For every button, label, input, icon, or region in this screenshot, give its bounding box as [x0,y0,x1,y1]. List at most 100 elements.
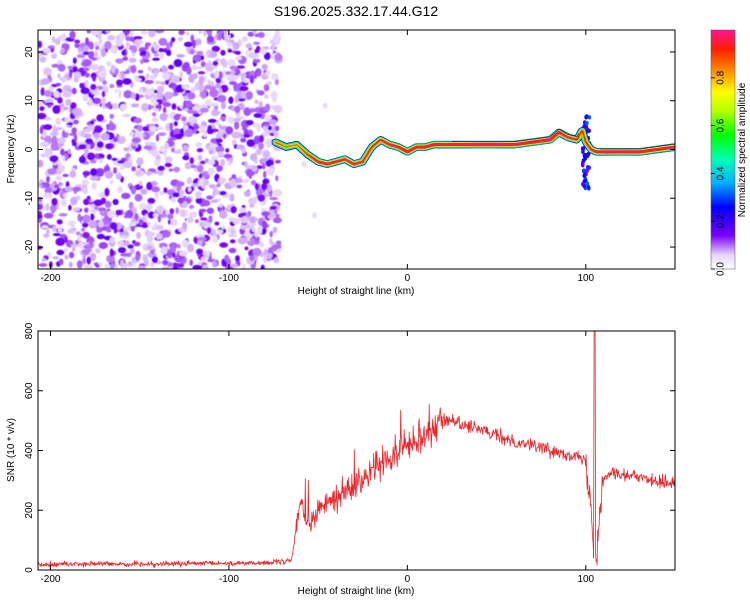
noise-blob [158,48,164,53]
noise-blob [199,76,205,82]
noise-blob [81,227,86,232]
noise-blob [233,42,240,50]
noise-blob [98,38,103,43]
noise-blob [83,207,89,213]
noise-blob [208,159,215,166]
noise-blob [97,207,107,212]
noise-blob [39,126,44,135]
noise-blob [44,102,54,106]
noise-blob [89,120,95,125]
noise-blob [236,144,245,150]
noise-blob [109,222,118,230]
noise-blob [268,119,278,125]
noise-blob [142,126,150,132]
noise-blob [207,30,212,37]
noise-blob [147,221,152,226]
noise-blob [163,91,174,100]
noise-blob [169,208,175,215]
noise-blob [130,185,137,195]
noise-blob [171,147,175,153]
noise-blob [264,94,269,99]
ridge-core [549,135,553,138]
noise-blob [227,48,233,53]
noise-blob [225,71,232,75]
noise-blob [236,65,246,69]
noise-blob [119,103,128,111]
noise-blob [244,190,251,197]
noise-blob [187,187,192,192]
noise-blob [251,227,256,233]
noise-blob [168,168,174,172]
noise-blob [175,207,179,215]
noise-blob [199,107,209,113]
noise-blob [263,170,267,179]
noise-blob [62,89,72,98]
noise-blob [38,53,43,59]
noise-blob [131,166,136,172]
noise-blob [111,157,118,162]
noise-blob [198,85,205,92]
noise-blob [104,41,112,50]
noise-blob [63,247,69,253]
noise-blob [156,126,164,130]
noise-blob [157,165,165,171]
noise-blob [64,236,68,243]
noise-blob [46,229,50,235]
noise-blob [100,132,110,141]
noise-blob [125,68,130,75]
noise-blob [38,112,47,120]
noise-blob [228,233,238,238]
noise-blob [235,255,240,263]
noise-blob [206,35,214,43]
ridge-core [576,133,579,137]
noise-blob [218,124,222,129]
noise-blob [242,263,246,269]
noise-blob [256,226,264,234]
noise-blob [204,63,213,68]
noise-blob [151,150,159,157]
noise-blob [202,264,209,269]
colorbar-tick-label: 0.8 [716,70,727,84]
noise-blob [47,168,57,175]
noise-blob [137,265,146,269]
noise-blob [196,164,204,173]
noise-blob [270,90,278,100]
noise-blob [179,70,184,79]
noise-blob [120,259,125,269]
noise-blob [148,30,156,38]
noise-blob [145,202,153,211]
noise-blob [105,215,109,222]
noise-blob [90,213,95,221]
noise-blob [230,263,239,268]
noise-blob [196,148,204,153]
noise-blob [107,35,116,41]
noise-blob [221,101,226,110]
noise-blob [54,127,64,131]
burst-blob [585,181,590,186]
noise-blob [195,141,203,148]
noise-blob [249,203,255,208]
noise-blob [109,179,114,185]
noise-blob [189,49,195,55]
noise-blob [127,244,134,249]
colorbar: 0.0 0.2 0.4 0.6 0.8 Normalized spectral ampl… [710,29,748,276]
noise-blob [243,107,252,116]
noise-blob [190,185,195,192]
noise-blob [178,189,185,198]
noise-blob [90,84,97,91]
noise-blob [181,84,191,90]
noise-blob [166,50,172,56]
noise-blob [142,243,151,252]
noise-blob [130,103,140,108]
noise-blob [195,219,199,224]
noise-blob [60,148,65,156]
noise-blob [211,45,220,53]
noise-blob [235,56,243,60]
noise-blob [98,192,106,198]
noise-blob [97,70,107,78]
noise-blob [123,147,130,152]
noise-blob [146,245,153,250]
noise-blob [273,130,279,139]
noise-blob [167,250,172,259]
noise-blob [38,101,44,107]
